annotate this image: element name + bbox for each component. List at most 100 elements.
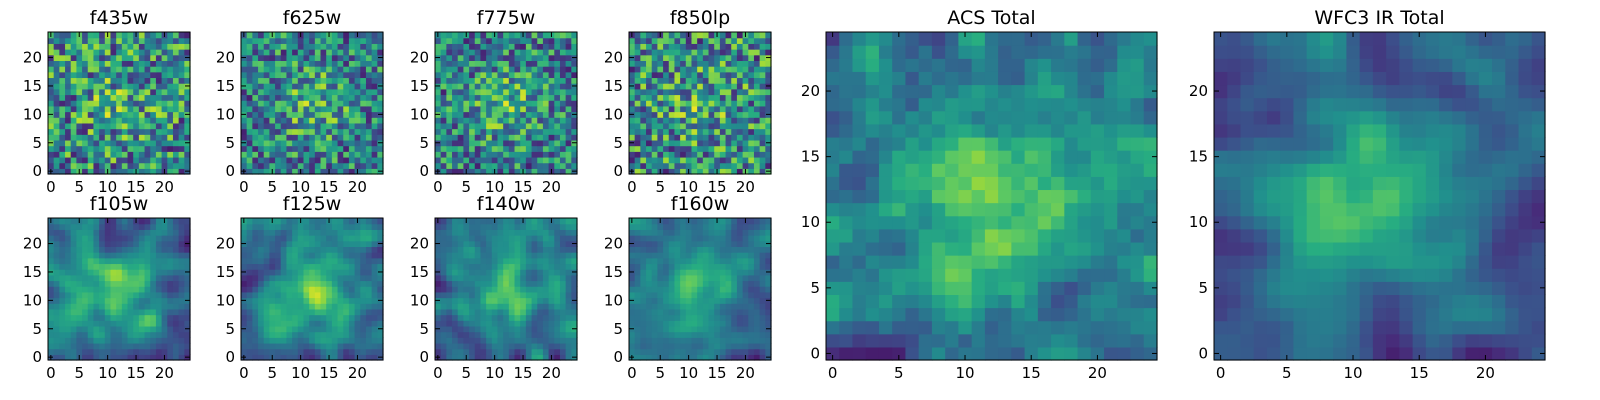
heatmap-cell [457, 314, 464, 321]
heatmap-cell [246, 83, 253, 90]
heatmap-cell [474, 83, 482, 90]
heatmap-cell [537, 94, 544, 101]
heatmap-cell [680, 168, 687, 175]
heatmap-cell [309, 263, 316, 270]
heatmap-cell [161, 320, 168, 327]
heatmap-cell [537, 100, 544, 107]
heatmap-cell [531, 229, 538, 236]
heatmap-cell [731, 77, 738, 84]
heatmap-cell [440, 303, 447, 310]
heatmap-cell [520, 122, 527, 130]
heatmap-cell [469, 257, 476, 265]
heatmap-cell [446, 342, 453, 350]
plot-frame [240, 31, 384, 175]
heatmap-cell [736, 49, 744, 56]
heatmap-cell [542, 128, 550, 135]
heatmap-cell [144, 286, 151, 293]
y-tick-label: 15 [604, 77, 623, 95]
heatmap-cell [725, 337, 732, 344]
heatmap-cell [571, 280, 578, 287]
heatmap-cell [286, 252, 293, 259]
panel-title: f625w [283, 7, 342, 29]
heatmap-cell [634, 342, 641, 350]
heatmap-cell [457, 94, 464, 101]
heatmap-cell [252, 128, 259, 135]
heatmap-cell [548, 77, 555, 84]
heatmap-cell [691, 303, 698, 310]
heatmap-cell [258, 77, 265, 84]
heatmap-cell [753, 348, 761, 355]
heatmap-cell [133, 88, 140, 96]
heatmap-cell [714, 94, 721, 101]
heatmap-cell [452, 269, 459, 276]
heatmap-cell [497, 77, 504, 84]
heatmap-cell [691, 111, 698, 118]
heatmap-cell [759, 122, 766, 130]
heatmap-cell [48, 156, 55, 164]
heatmap-cell [138, 235, 146, 242]
heatmap-cell [104, 139, 112, 147]
heatmap-cell [714, 54, 721, 61]
heatmap-cell [348, 263, 356, 270]
heatmap-cell [110, 43, 117, 50]
heatmap-cell [753, 314, 761, 321]
y-tick-label: 5 [419, 134, 429, 152]
heatmap-cell [548, 337, 555, 344]
heatmap-cell [280, 348, 288, 355]
heatmap-cell [446, 122, 453, 130]
heatmap-cell [87, 117, 95, 124]
heatmap-cell [452, 297, 459, 304]
heatmap-cell [646, 60, 653, 67]
heatmap-cell [252, 71, 259, 79]
heatmap-cell [702, 342, 710, 350]
heatmap-cell [65, 229, 72, 236]
heatmap-cell [110, 257, 117, 265]
heatmap-cell [354, 122, 361, 130]
heatmap-cell [48, 117, 55, 124]
heatmap-cell [640, 156, 647, 164]
heatmap-cell [646, 94, 653, 101]
heatmap-cell [314, 168, 322, 175]
heatmap-cell [629, 49, 636, 56]
heatmap-cell [172, 354, 180, 361]
heatmap-cell [172, 162, 180, 169]
heatmap-cell [525, 263, 533, 270]
heatmap-cell [714, 43, 721, 50]
heatmap-cell [87, 43, 95, 50]
heatmap-cell [133, 43, 140, 50]
heatmap-cell [303, 325, 310, 333]
heatmap-cell [457, 32, 464, 39]
heatmap-cell [742, 88, 749, 96]
heatmap-cell [548, 240, 555, 247]
heatmap-cell [457, 83, 464, 90]
heatmap-cell [337, 134, 344, 141]
heatmap-cell [354, 235, 361, 242]
heatmap-cell [753, 111, 761, 118]
heatmap-cell [65, 269, 72, 276]
heatmap-cell [725, 66, 732, 73]
heatmap-cell [314, 291, 322, 299]
heatmap-cell [104, 223, 112, 230]
heatmap-cell [53, 37, 60, 44]
heatmap-cell [320, 235, 327, 242]
heatmap-cell [565, 162, 572, 169]
heatmap-cell [167, 156, 174, 164]
heatmap-cell [440, 145, 447, 152]
heatmap-cell [457, 240, 464, 247]
heatmap-cell [497, 105, 504, 113]
heatmap-cell [548, 71, 555, 79]
heatmap-cell [525, 257, 533, 265]
heatmap-cell [292, 100, 299, 107]
heatmap-cell [70, 100, 77, 107]
heatmap-cell [133, 162, 140, 169]
heatmap-cell [491, 337, 499, 344]
heatmap-cell [634, 111, 641, 118]
heatmap-cell [241, 314, 248, 321]
heatmap-cell [680, 331, 687, 338]
heatmap-cell [354, 139, 361, 147]
heatmap-cell [691, 100, 698, 107]
heatmap-cell [138, 274, 146, 282]
heatmap-cell [537, 145, 544, 152]
heatmap-cell [258, 71, 265, 79]
heatmap-cell [753, 151, 761, 158]
